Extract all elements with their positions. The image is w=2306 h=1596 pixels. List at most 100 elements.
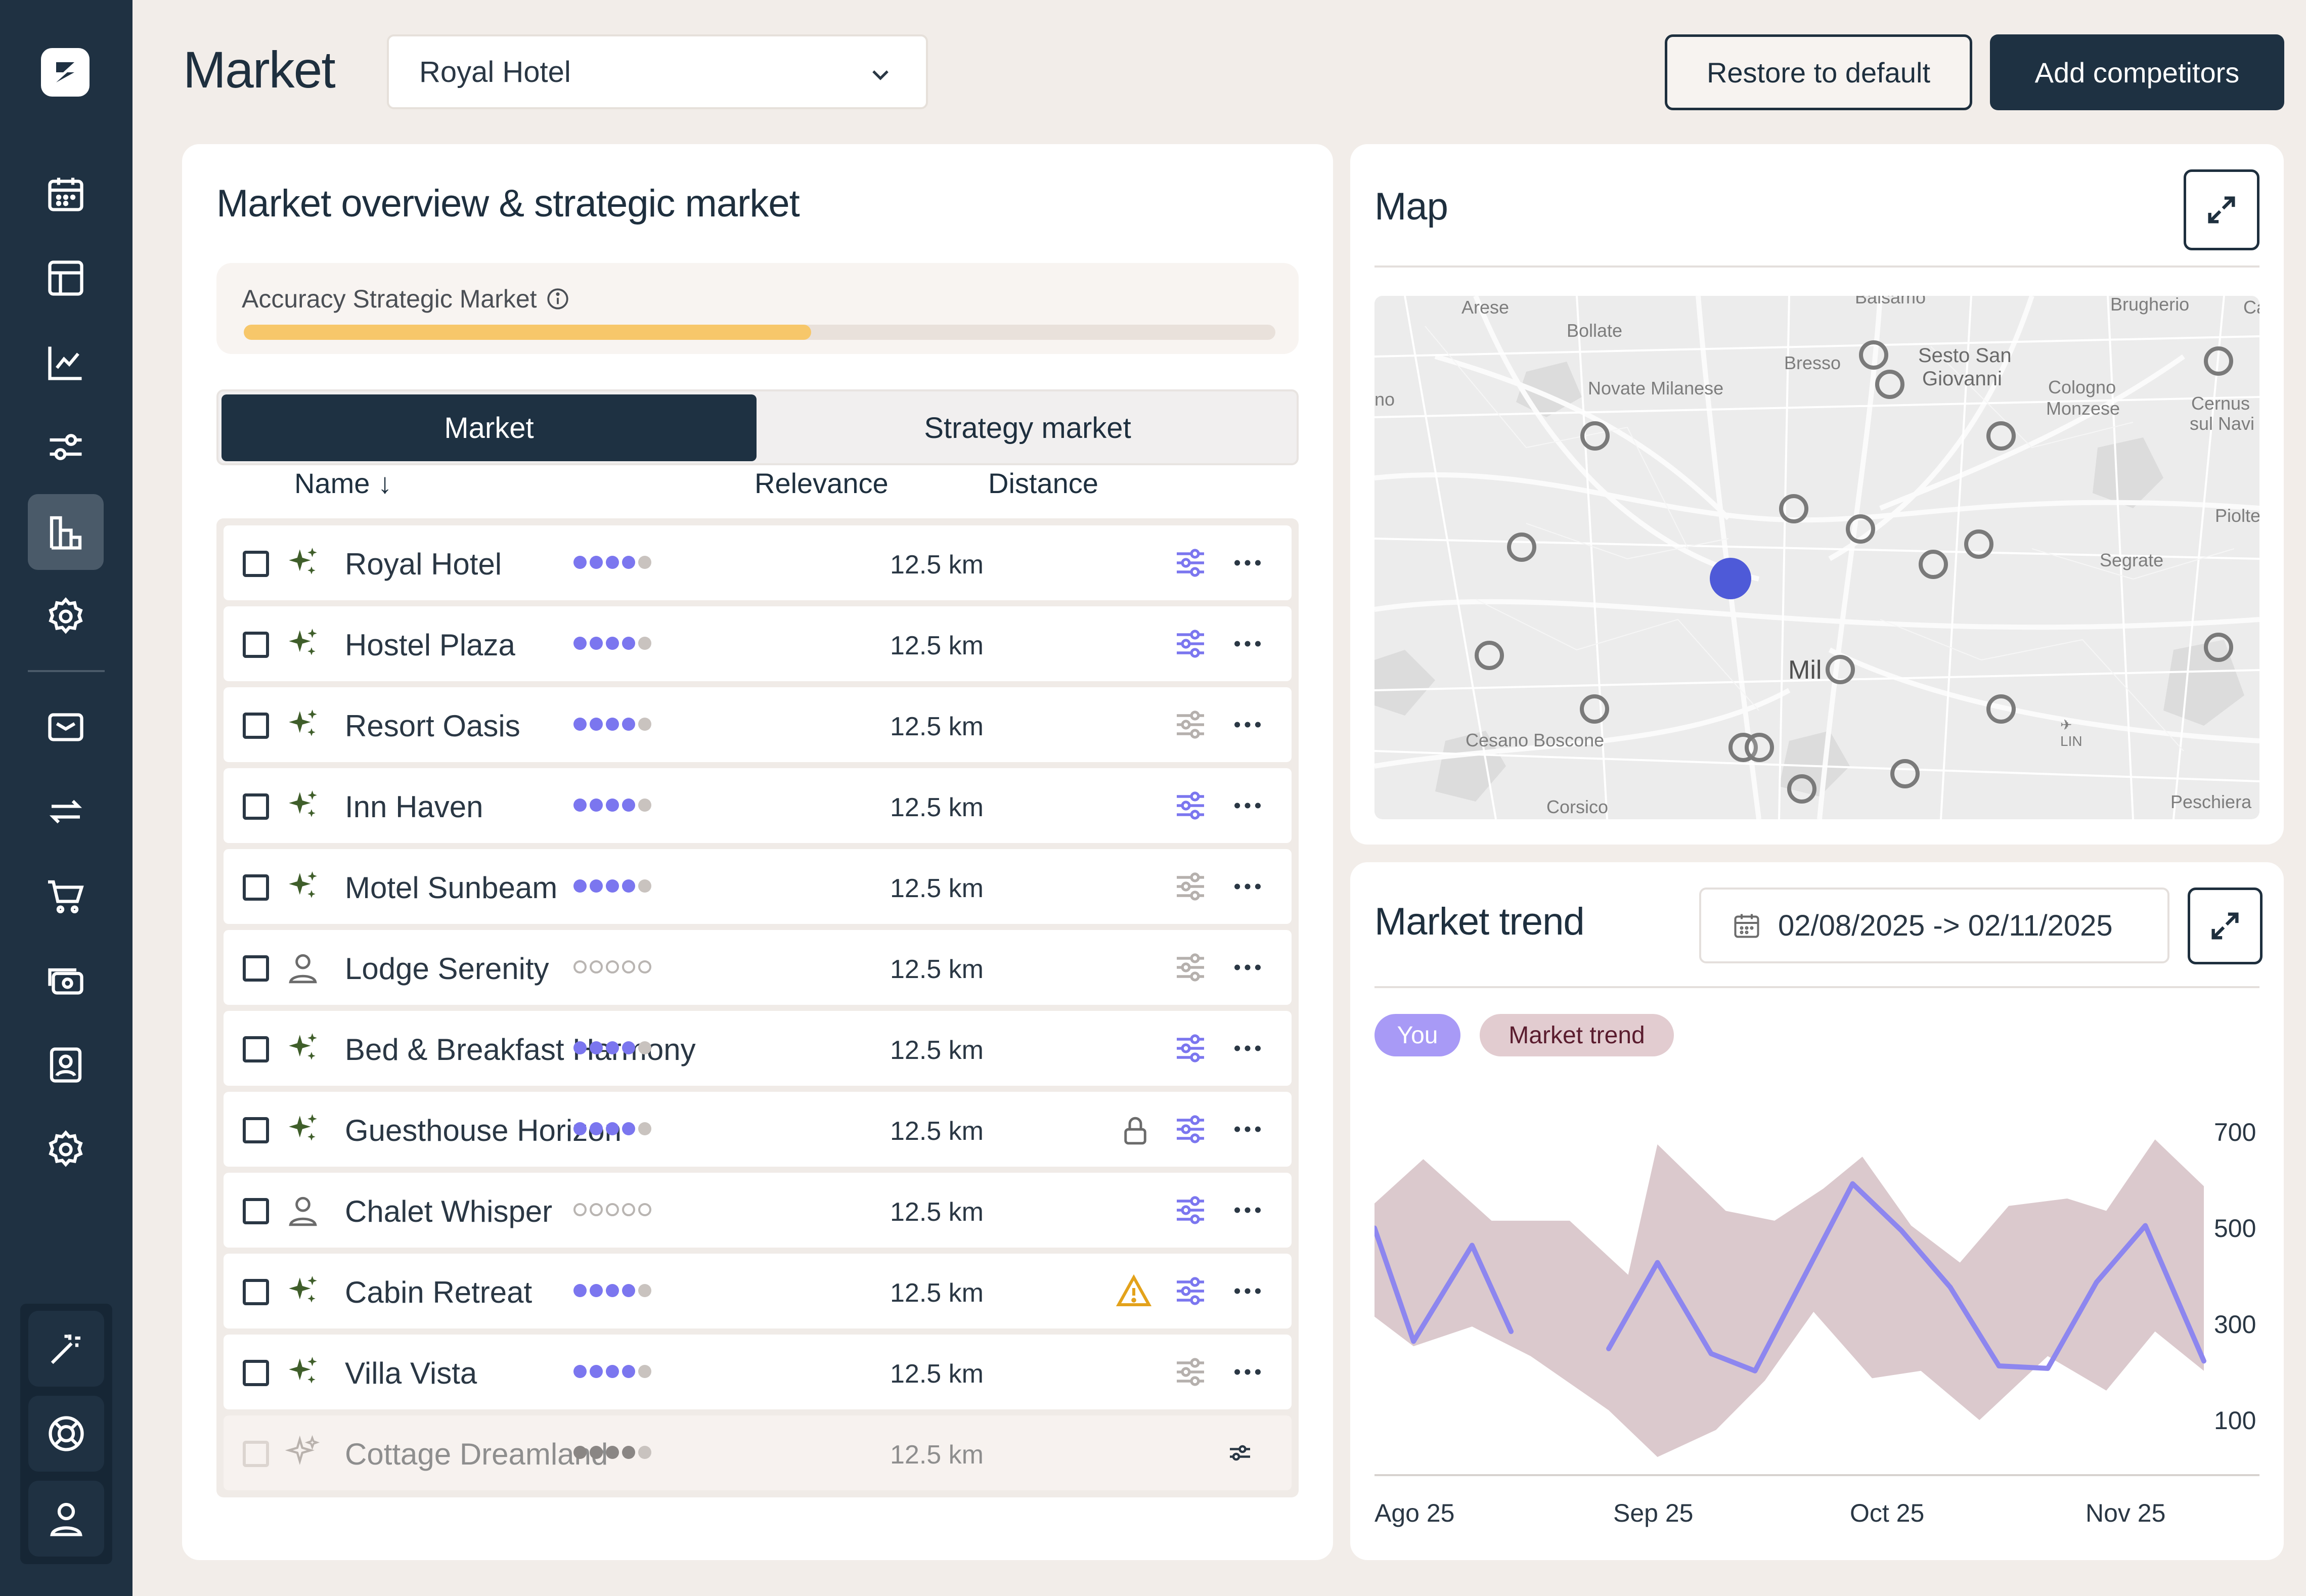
table-row[interactable]: Chalet Whisper 12.5 km [224,1173,1292,1248]
map-pin[interactable] [1846,514,1875,544]
column-relevance-header[interactable]: Relevance [755,467,889,499]
row-checkbox[interactable] [243,1360,269,1386]
adjust-sliders-icon[interactable] [1170,545,1211,581]
row-checkbox[interactable] [243,793,269,820]
map-pin[interactable] [1507,533,1536,562]
row-checkbox[interactable] [243,1198,269,1224]
table-row[interactable]: Royal Hotel 12.5 km [224,525,1292,600]
map-pin[interactable] [1890,759,1920,788]
row-checkbox[interactable] [243,632,269,658]
restore-default-button[interactable]: Restore to default [1665,34,1972,110]
column-name-header[interactable]: Name ↓ [294,467,392,499]
contact-card-icon[interactable] [28,1027,104,1103]
map-pin[interactable] [1787,774,1816,804]
adjust-sliders-icon[interactable] [1170,1273,1211,1309]
cart-icon[interactable] [28,858,104,934]
table-row[interactable]: Resort Oasis 12.5 km [224,687,1292,762]
more-options-icon[interactable] [1230,1192,1265,1228]
more-options-icon[interactable] [1230,1354,1265,1390]
adjust-sliders-icon[interactable] [1170,949,1211,986]
settings-icon[interactable] [28,579,104,654]
map-pin[interactable] [1745,733,1774,762]
expand-trend-button[interactable] [2188,888,2263,964]
map-pin[interactable] [1779,494,1808,523]
cash-icon[interactable] [28,943,104,1018]
more-options-icon[interactable] [1230,868,1265,905]
table-row[interactable]: Guesthouse Horizon 12.5 km [224,1092,1292,1167]
map-pin[interactable] [1964,529,1993,559]
hotel-select[interactable]: Royal Hotel [387,34,928,109]
more-options-icon[interactable] [1230,1111,1265,1147]
legend-chip-you[interactable]: You [1374,1014,1460,1056]
row-checkbox[interactable] [243,1036,269,1062]
more-options-icon[interactable] [1230,626,1265,662]
more-options-icon[interactable] [1230,1030,1265,1067]
more-options-icon[interactable] [1230,787,1265,824]
more-options-icon[interactable] [1230,706,1265,743]
table-row[interactable]: Motel Sunbeam 12.5 km [224,849,1292,924]
adjust-sliders-icon[interactable] [1170,868,1211,905]
date-range-picker[interactable]: 02/08/2025 -> 02/11/2025 [1699,888,2169,963]
map-pin[interactable] [1859,340,1888,370]
table-row[interactable]: Lodge Serenity 12.5 km [224,930,1292,1005]
info-icon[interactable] [545,286,570,312]
adjust-sliders-icon[interactable] [1170,1111,1211,1147]
my-hotel-pin[interactable] [1710,558,1751,599]
adjust-sliders-icon[interactable] [1170,787,1211,824]
table-row[interactable]: Cabin Retreat 12.5 km [224,1254,1292,1328]
map-pin[interactable] [2204,346,2233,376]
adjust-sliders-icon[interactable] [1225,1438,1265,1474]
map-pin[interactable] [1919,550,1948,579]
map-pin[interactable] [2204,633,2233,662]
table-row[interactable]: Villa Vista 12.5 km [224,1335,1292,1409]
mail-icon[interactable] [28,689,104,765]
more-options-icon[interactable] [1230,545,1265,581]
relevance-rating [573,1041,651,1054]
help-lifebuoy-icon[interactable] [28,1396,104,1472]
sparkle-icon [284,545,322,582]
adjust-sliders-icon[interactable] [1170,1192,1211,1228]
adjust-sliders-icon[interactable] [1170,626,1211,662]
row-checkbox[interactable] [243,713,269,739]
map-view[interactable]: Arese Bollate Balsamo Brugherio Ca no Br… [1374,296,2259,819]
column-distance-header[interactable]: Distance [988,467,1098,499]
row-checkbox[interactable] [243,955,269,982]
map-pin[interactable] [1580,421,1610,451]
calendar-icon[interactable] [28,156,104,232]
map-pin[interactable] [1986,421,2016,451]
more-options-icon[interactable] [1230,1273,1265,1309]
row-checkbox[interactable] [243,874,269,901]
map-pin[interactable] [1580,694,1609,724]
sparkle-icon [284,1111,322,1148]
line-chart-icon[interactable] [28,325,104,401]
user-profile-icon[interactable] [28,1481,104,1557]
magic-wand-icon[interactable] [28,1311,104,1387]
map-pin[interactable] [1826,655,1855,684]
add-competitors-button[interactable]: Add competitors [1990,34,2284,110]
table-row[interactable]: Bed & Breakfast Harmony 12.5 km [224,1011,1292,1086]
tab-market[interactable]: Market [221,394,757,461]
gear-icon[interactable] [28,1112,104,1187]
sliders-icon[interactable] [28,409,104,485]
exchange-icon[interactable] [28,774,104,850]
adjust-sliders-icon[interactable] [1170,1030,1211,1067]
row-checkbox[interactable] [243,1279,269,1305]
map-pin[interactable] [1986,694,2016,724]
legend-chip-market-trend[interactable]: Market trend [1480,1014,1674,1056]
map-pin[interactable] [1875,370,1904,399]
adjust-sliders-icon[interactable] [1170,1354,1211,1390]
relevance-dot [606,960,619,973]
table-row[interactable]: Cottage Dreamland 12.5 km [224,1415,1292,1490]
market-icon[interactable] [28,494,104,570]
adjust-sliders-icon[interactable] [1170,706,1211,743]
row-checkbox[interactable] [243,1117,269,1143]
expand-map-button[interactable] [2184,169,2259,250]
layout-icon[interactable] [28,240,104,316]
tab-strategy-market[interactable]: Strategy market [924,411,1131,445]
map-pin[interactable] [1475,641,1504,670]
row-checkbox[interactable] [243,551,269,577]
table-row[interactable]: Hostel Plaza 12.5 km [224,606,1292,681]
more-options-icon[interactable] [1230,949,1265,986]
app-logo[interactable] [41,48,90,97]
table-row[interactable]: Inn Haven 12.5 km [224,768,1292,843]
